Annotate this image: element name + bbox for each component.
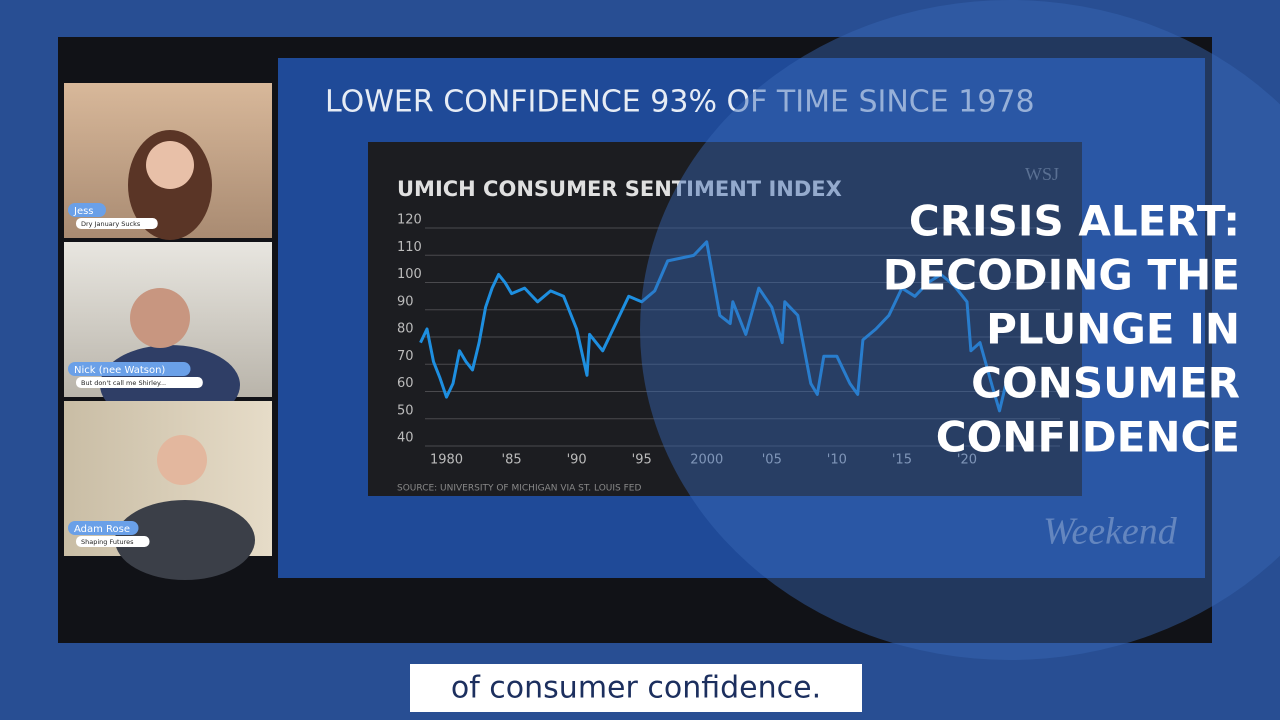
y-tick-label: 100 [397,267,422,282]
y-tick-label: 110 [397,240,422,255]
data-line [419,240,1008,413]
x-tick-label: '05 [762,453,782,468]
y-tick-label: 80 [397,322,414,337]
y-tick-label: 40 [397,431,414,446]
x-tick-label: '95 [632,453,652,468]
title-line: DECODING THE [883,251,1240,300]
x-tick-label: 2000 [690,453,723,468]
participant-tagline: Dry January Sucks [81,220,141,228]
title-line: PLUNGE IN [986,305,1240,354]
tagline-badge [76,536,150,547]
tagline-badge [76,218,158,229]
name-badge [68,521,139,535]
x-tick-label: '85 [502,453,522,468]
x-tick-label: '20 [957,453,977,468]
x-tick-label: '15 [892,453,912,468]
badges: Jess Dry January Sucks Nick (nee Watson) Bu… [68,203,203,547]
participant-name: Jess [73,206,94,217]
y-tick-label: 70 [397,349,414,364]
watermark: Weekend [1043,511,1178,553]
participant-tagline: Shaping Futures [81,538,134,546]
name-badge [68,362,191,376]
video-tiles [64,83,272,580]
y-tick-label: 90 [397,294,414,309]
x-tick-label: '10 [827,453,847,468]
caption-box [410,664,862,712]
x-tick-label: 1980 [430,453,463,468]
title-line: CONFIDENCE [936,413,1240,462]
slide-headline: LOWER CONFIDENCE 93% OF TIME SINCE 1978 [325,85,1035,120]
name-badge [68,203,106,217]
chart: 40 50 60 70 80 90 100 110 120 1980 '85 '90 '95 2000 '0… [397,213,1060,468]
person [130,288,190,348]
person [157,435,207,485]
participant-name: Adam Rose [74,524,130,535]
x-tick-label: '90 [567,453,587,468]
logo: WSJ [1025,164,1059,184]
chart-title: UMICH CONSUMER SENTIMENT INDEX [397,177,842,201]
title-line: CONSUMER [971,359,1240,408]
person [146,141,194,189]
chart-source: SOURCE: UNIVERSITY OF MICHIGAN VIA ST. L… [397,484,641,494]
caption: of consumer confidence. [451,671,821,706]
participant-tagline: But don't call me Shirley... [81,379,166,387]
title-line: CRISIS ALERT: [909,197,1240,246]
tagline-badge [76,377,203,388]
person [115,500,255,580]
overlay-shape [640,0,1280,660]
y-tick-label: 50 [397,403,414,418]
video-title: CRISIS ALERT: DECODING THE PLUNGE IN CONSUM… [883,197,1240,462]
y-tick-label: 60 [397,376,414,391]
participant-name: Nick (nee Watson) [74,365,165,376]
y-tick-label: 120 [397,213,422,228]
